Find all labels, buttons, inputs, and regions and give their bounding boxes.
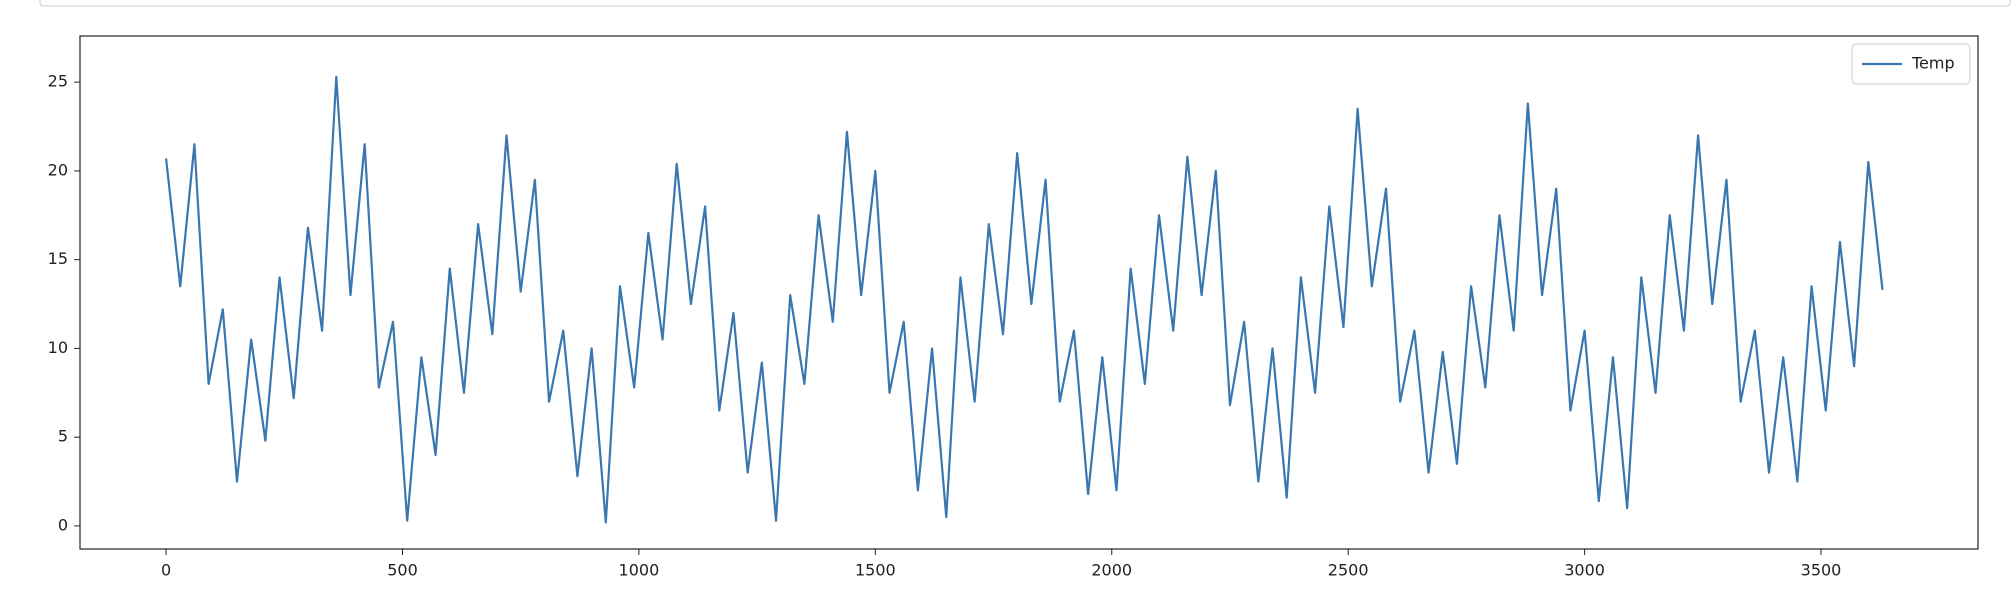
y-tick-label: 0 <box>58 515 68 534</box>
legend-label: Temp <box>1911 54 1955 73</box>
x-tick-label: 1500 <box>855 561 896 580</box>
legend-box <box>1851 43 1971 85</box>
x-tick-label: 3000 <box>1564 561 1605 580</box>
x-tick-label: 1000 <box>619 561 660 580</box>
x-tick-label: 3500 <box>1801 561 1842 580</box>
line-series <box>164 75 1884 524</box>
y-tick-label: 20 <box>48 160 68 179</box>
y-tick-label: 10 <box>48 338 68 357</box>
x-tick-label: 0 <box>161 561 171 580</box>
y-tick-label: 25 <box>48 72 68 91</box>
plot-frame <box>79 35 1979 550</box>
x-tick-label: 500 <box>387 561 418 580</box>
x-tick-label: 2500 <box>1328 561 1369 580</box>
cell-border <box>39 0 2011 7</box>
x-tick-label: 2000 <box>1091 561 1132 580</box>
y-tick-label: 15 <box>48 249 68 268</box>
y-tick-label: 5 <box>58 427 68 446</box>
